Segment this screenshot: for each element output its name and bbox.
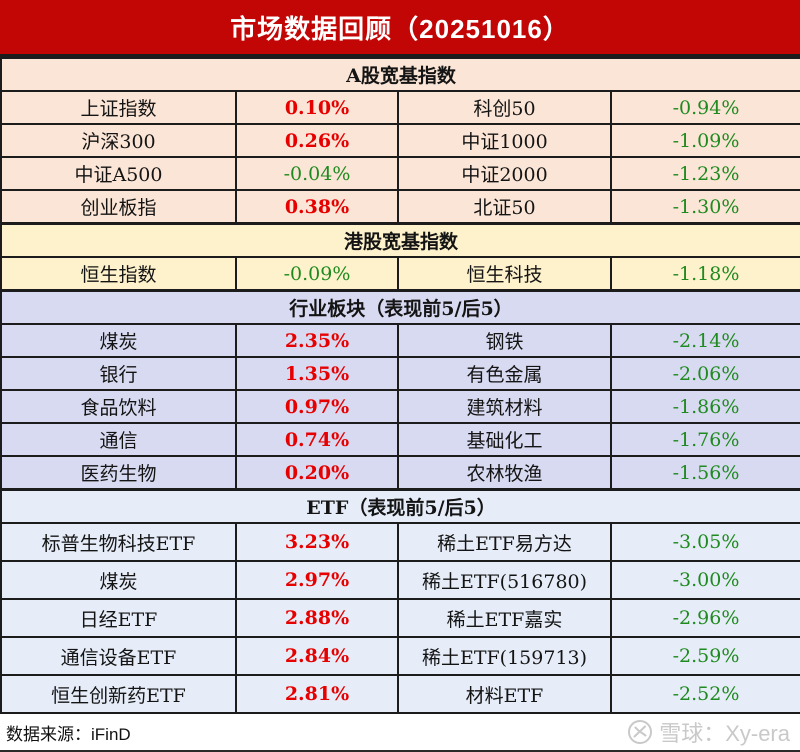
- etf-change: -3.00%: [610, 560, 800, 600]
- etf-change: 2.97%: [235, 560, 399, 600]
- index-change: 0.26%: [235, 123, 399, 158]
- table-row: 上证指数 0.10% 科创50 -0.94%: [0, 90, 800, 125]
- sector-name: 建筑材料: [397, 389, 612, 424]
- index-change: -0.04%: [235, 156, 399, 191]
- etf-change: 2.84%: [235, 636, 399, 676]
- table-row: 中证A500 -0.04% 中证2000 -1.23%: [0, 156, 800, 191]
- section-header-industry: 行业板块（表现前5/后5）: [0, 289, 800, 325]
- section-etf: ETF（表现前5/后5） 标普生物科技ETF 3.23% 稀土ETF易方达 -3…: [0, 488, 800, 714]
- sector-change: -1.56%: [610, 455, 800, 491]
- watermark-label: 雪球：Xy-era: [659, 721, 790, 746]
- sector-name: 基础化工: [397, 422, 612, 457]
- etf-change: 2.88%: [235, 598, 399, 638]
- section-header-a-share: A股宽基指数: [0, 56, 800, 92]
- etf-name: 煤炭: [0, 560, 237, 600]
- index-name: 科创50: [397, 90, 612, 125]
- table-row: 沪深300 0.26% 中证1000 -1.09%: [0, 123, 800, 158]
- section-header-row: 行业板块（表现前5/后5）: [0, 289, 800, 325]
- page-title: 市场数据回顾（20251016）: [230, 13, 570, 44]
- etf-change: -2.59%: [610, 636, 800, 676]
- section-header-hk: 港股宽基指数: [0, 222, 800, 258]
- title-banner: 市场数据回顾（20251016）: [0, 0, 800, 56]
- etf-name: 恒生创新药ETF: [0, 674, 237, 714]
- etf-change: -2.96%: [610, 598, 800, 638]
- etf-change: -3.05%: [610, 522, 800, 562]
- etf-name: 稀土ETF嘉实: [397, 598, 612, 638]
- index-name: 中证2000: [397, 156, 612, 191]
- table-row: 银行 1.35% 有色金属 -2.06%: [0, 356, 800, 391]
- table-row: 通信 0.74% 基础化工 -1.76%: [0, 422, 800, 457]
- etf-name: 日经ETF: [0, 598, 237, 638]
- index-change: -1.09%: [610, 123, 800, 158]
- index-change: 0.10%: [235, 90, 399, 125]
- index-change: -0.09%: [235, 256, 399, 292]
- sector-change: -2.06%: [610, 356, 800, 391]
- table-row: 食品饮料 0.97% 建筑材料 -1.86%: [0, 389, 800, 424]
- table-row: 日经ETF 2.88% 稀土ETF嘉实 -2.96%: [0, 598, 800, 638]
- sector-name: 煤炭: [0, 323, 237, 358]
- footer: 数据来源：iFinD 雪球：Xy-era: [0, 714, 800, 752]
- sector-change: -1.76%: [610, 422, 800, 457]
- index-name: 恒生科技: [397, 256, 612, 292]
- sector-change: 0.74%: [235, 422, 399, 457]
- sector-name: 农林牧渔: [397, 455, 612, 491]
- sector-name: 医药生物: [0, 455, 237, 491]
- sector-change: 1.35%: [235, 356, 399, 391]
- sector-name: 钢铁: [397, 323, 612, 358]
- sector-change: -2.14%: [610, 323, 800, 358]
- sector-name: 有色金属: [397, 356, 612, 391]
- section-a-share: A股宽基指数 上证指数 0.10% 科创50 -0.94% 沪深300 0.26…: [0, 56, 800, 225]
- sector-change: 2.35%: [235, 323, 399, 358]
- etf-name: 通信设备ETF: [0, 636, 237, 676]
- section-hk: 港股宽基指数 恒生指数 -0.09% 恒生科技 -1.18%: [0, 222, 800, 292]
- section-header-etf: ETF（表现前5/后5）: [0, 488, 800, 524]
- table-row: 恒生创新药ETF 2.81% 材料ETF -2.52%: [0, 674, 800, 714]
- etf-change: 3.23%: [235, 522, 399, 562]
- etf-name: 稀土ETF(516780): [397, 560, 612, 600]
- index-name: 北证50: [397, 189, 612, 225]
- index-name: 中证A500: [0, 156, 237, 191]
- index-change: -1.18%: [610, 256, 800, 292]
- etf-name: 标普生物科技ETF: [0, 522, 237, 562]
- data-source-label: 数据来源：iFinD: [6, 724, 131, 744]
- table-row: 医药生物 0.20% 农林牧渔 -1.56%: [0, 455, 800, 491]
- section-header-row: ETF（表现前5/后5）: [0, 488, 800, 524]
- etf-name: 材料ETF: [397, 674, 612, 714]
- sector-change: 0.20%: [235, 455, 399, 491]
- table-row: 创业板指 0.38% 北证50 -1.30%: [0, 189, 800, 225]
- table-row: 恒生指数 -0.09% 恒生科技 -1.18%: [0, 256, 800, 292]
- index-change: 0.38%: [235, 189, 399, 225]
- sector-name: 银行: [0, 356, 237, 391]
- index-name: 创业板指: [0, 189, 237, 225]
- index-name: 中证1000: [397, 123, 612, 158]
- sector-change: -1.86%: [610, 389, 800, 424]
- table-row: 煤炭 2.97% 稀土ETF(516780) -3.00%: [0, 560, 800, 600]
- xueqiu-watermark: 雪球：Xy-era: [627, 716, 790, 748]
- index-name: 上证指数: [0, 90, 237, 125]
- sector-name: 通信: [0, 422, 237, 457]
- etf-name: 稀土ETF易方达: [397, 522, 612, 562]
- snowball-logo-icon: [627, 719, 653, 745]
- etf-name: 稀土ETF(159713): [397, 636, 612, 676]
- table-row: 通信设备ETF 2.84% 稀土ETF(159713) -2.59%: [0, 636, 800, 676]
- sector-name: 食品饮料: [0, 389, 237, 424]
- market-data-table: A股宽基指数 上证指数 0.10% 科创50 -0.94% 沪深300 0.26…: [0, 56, 800, 714]
- section-header-row: 港股宽基指数: [0, 222, 800, 258]
- section-header-row: A股宽基指数: [0, 56, 800, 92]
- table-row: 煤炭 2.35% 钢铁 -2.14%: [0, 323, 800, 358]
- index-change: -1.23%: [610, 156, 800, 191]
- index-name: 沪深300: [0, 123, 237, 158]
- etf-change: 2.81%: [235, 674, 399, 714]
- sector-change: 0.97%: [235, 389, 399, 424]
- etf-change: -2.52%: [610, 674, 800, 714]
- section-industry: 行业板块（表现前5/后5） 煤炭 2.35% 钢铁 -2.14% 银行 1.35…: [0, 289, 800, 491]
- table-row: 标普生物科技ETF 3.23% 稀土ETF易方达 -3.05%: [0, 522, 800, 562]
- index-change: -1.30%: [610, 189, 800, 225]
- index-name: 恒生指数: [0, 256, 237, 292]
- index-change: -0.94%: [610, 90, 800, 125]
